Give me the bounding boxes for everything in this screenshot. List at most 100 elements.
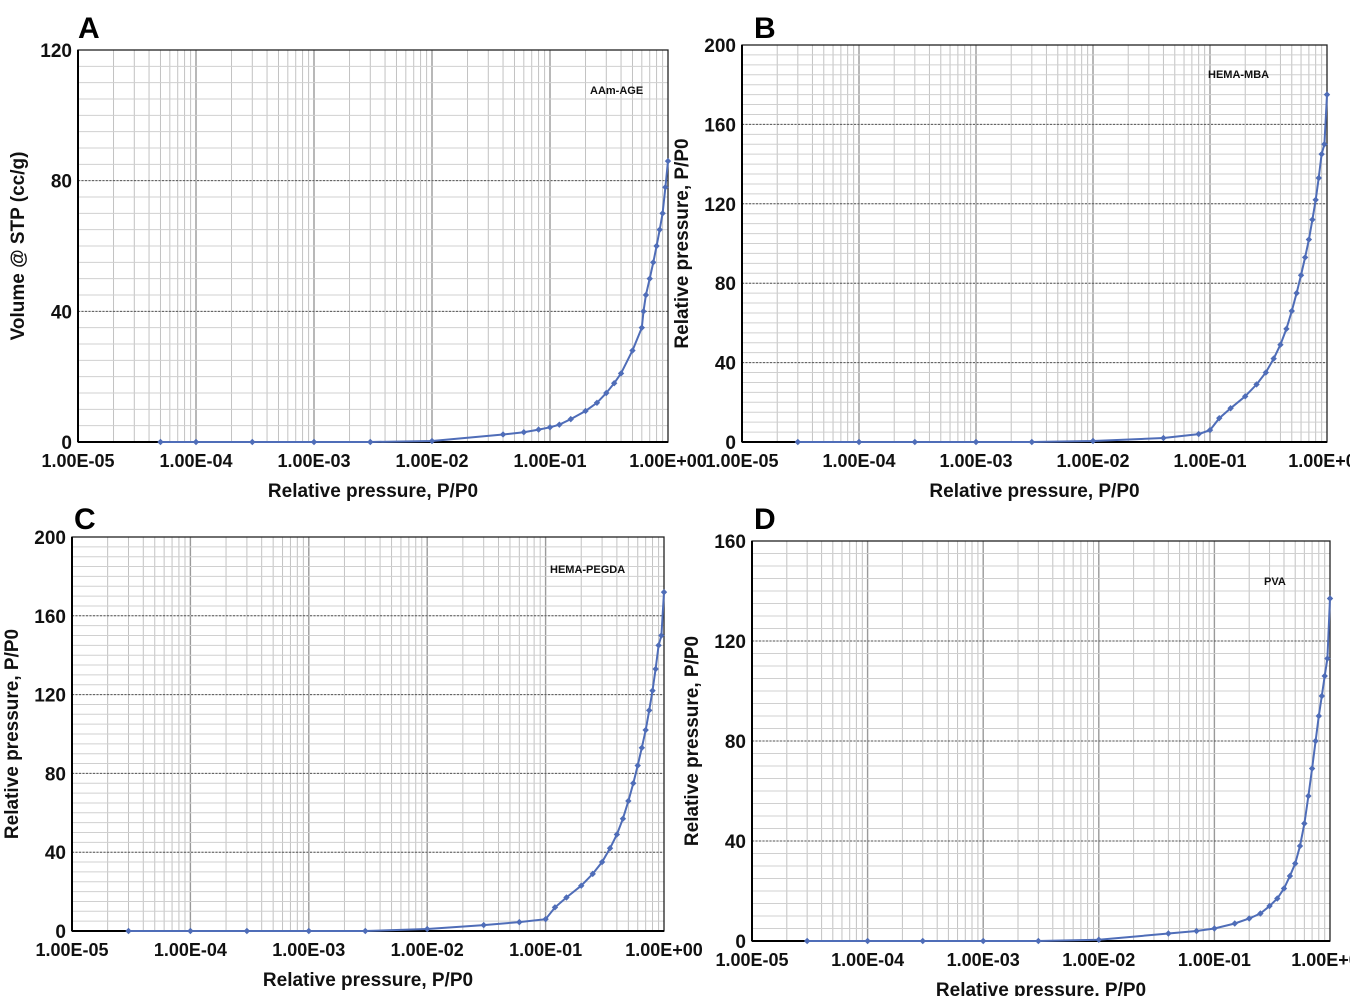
data-point	[625, 797, 632, 805]
y-tick-label: 160	[34, 607, 66, 628]
y-axis-title: Relative pressure, P/P0	[682, 636, 703, 846]
data-point	[542, 915, 549, 923]
data-point	[516, 918, 523, 926]
data-point	[1231, 920, 1238, 927]
y-tick-label: 0	[55, 922, 66, 943]
x-axis-title: Relative pressure, P/P0	[263, 970, 473, 991]
data-point	[1315, 174, 1322, 182]
data-point	[1028, 438, 1036, 446]
data-point	[642, 726, 649, 734]
y-tick-label: 80	[715, 274, 736, 295]
data-point	[855, 438, 863, 446]
panel-label: A	[78, 12, 100, 45]
x-axis-title: Relative pressure, P/P0	[936, 980, 1146, 996]
data-point	[660, 588, 668, 596]
data-point	[1309, 216, 1316, 223]
data-point	[424, 925, 431, 933]
legend-entry: HEMA-PEGDA	[550, 564, 625, 576]
y-tick-label: 40	[51, 302, 72, 323]
data-point	[634, 762, 641, 769]
x-tick-label: 1.00E-02	[1056, 451, 1129, 471]
x-tick-label: 1.00E+00	[629, 451, 707, 471]
data-point	[1292, 860, 1299, 867]
x-tick-label: 1.00E-03	[277, 451, 350, 471]
data-point	[1297, 272, 1305, 279]
x-tick-label: 1.00E+00	[1288, 451, 1350, 471]
data-point	[640, 308, 647, 315]
data-point	[499, 431, 507, 438]
legend-entry: HEMA-MBA	[1208, 69, 1269, 81]
data-point	[864, 937, 871, 945]
data-point	[1195, 430, 1202, 438]
data-point	[972, 438, 980, 446]
y-tick-label: 80	[45, 764, 66, 785]
data-point	[598, 858, 606, 866]
data-point	[1312, 196, 1319, 204]
y-tick-label: 80	[725, 732, 746, 753]
legend-entry: PVA	[1264, 576, 1286, 588]
grid-horizontal	[742, 44, 1327, 443]
x-axis-title: Relative pressure, P/P0	[268, 481, 478, 502]
data-point	[187, 927, 194, 935]
y-tick-label: 200	[34, 528, 66, 549]
y-tick-label: 160	[714, 532, 746, 553]
data-point	[642, 291, 650, 299]
data-point	[1270, 355, 1277, 362]
data-point	[1165, 930, 1172, 937]
data-point	[652, 665, 659, 673]
data-point	[638, 744, 646, 751]
data-point	[1211, 925, 1218, 932]
data-point	[1318, 150, 1325, 158]
data-point	[1321, 672, 1328, 680]
data-point	[1274, 895, 1281, 902]
data-point	[192, 438, 200, 446]
y-tick-label: 160	[704, 115, 736, 136]
data-point	[1312, 737, 1319, 745]
data-point	[1035, 937, 1042, 945]
data-point	[563, 894, 570, 901]
data-point	[157, 438, 164, 446]
y-tick-label: 0	[725, 433, 736, 454]
data-point	[593, 399, 601, 406]
y-tick-label: 120	[40, 41, 72, 62]
data-point	[1283, 325, 1290, 333]
data-point	[1324, 655, 1331, 662]
data-point	[556, 421, 563, 428]
data-point	[249, 438, 256, 446]
y-tick-label: 80	[51, 172, 72, 193]
x-tick-label: 1.00E-01	[513, 451, 586, 471]
x-tick-label: 1.00E-01	[1178, 950, 1251, 970]
x-tick-label: 1.00E-03	[947, 950, 1020, 970]
legend-entry: AAm-AGE	[590, 85, 643, 97]
data-point	[1216, 414, 1223, 422]
data-point	[603, 389, 610, 397]
data-point	[1266, 902, 1273, 910]
data-point	[911, 438, 919, 446]
data-point	[520, 429, 528, 436]
y-tick-label: 200	[704, 36, 736, 57]
data-point	[980, 937, 987, 945]
data-point	[630, 780, 637, 787]
data-point	[650, 259, 657, 266]
data-point	[1193, 927, 1200, 935]
series-line	[128, 592, 665, 932]
series-line	[160, 161, 669, 443]
data-point	[617, 370, 625, 377]
data-point	[653, 242, 660, 250]
x-tick-label: 1.00E-04	[831, 950, 904, 970]
data-point	[1280, 885, 1288, 892]
y-tick-label: 40	[725, 832, 746, 853]
chart-panel-a: 0 40 80 120 1.00E-05 1.00E-04 1.00E-03 1.00E-02…	[8, 12, 707, 502]
x-tick-label: 1.00E-04	[154, 940, 227, 960]
data-point	[1293, 289, 1300, 297]
chart-panel-b: 0 40 80 120 160 200 1.00E-05 1.00E-04 1.00E-03 1.…	[672, 12, 1350, 502]
data-point	[619, 815, 627, 822]
x-tick-label: 1.00E-03	[939, 451, 1012, 471]
data-point	[367, 438, 374, 446]
data-point	[1301, 254, 1309, 261]
data-point	[1245, 915, 1253, 922]
data-point	[659, 210, 666, 217]
x-tick-label: 1.00E-04	[159, 451, 232, 471]
y-tick-label: 0	[61, 433, 72, 454]
